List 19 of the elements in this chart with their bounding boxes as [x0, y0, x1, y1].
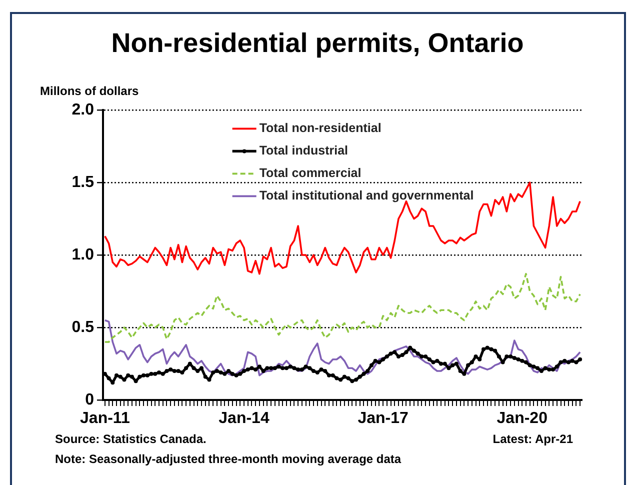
legend-label: Total non-residential: [259, 121, 382, 136]
legend-label: Total institutional and governmental: [259, 188, 474, 203]
chart-title: Non-residential permits, Ontario: [110, 28, 525, 59]
x-tick-label: Jan-14: [218, 410, 270, 428]
legend-label: Total commercial: [259, 166, 362, 180]
legend-label: Total industrial: [259, 144, 348, 158]
text: Note: Seasonally-adjusted three-month moving average data: [55, 452, 402, 466]
y-tick-label: 0.5: [72, 318, 94, 336]
y-axis-title: Millons of dollars: [40, 84, 139, 98]
y-tick-label: 1.0: [72, 246, 94, 264]
y-tick-label: 1.5: [72, 174, 94, 191]
source-note: Source: Statistics Canada.: [55, 432, 206, 446]
text: Latest: Apr-21: [492, 432, 573, 446]
y-tick-label: 2.0: [72, 101, 94, 118]
x-tick-label: Jan-17: [358, 410, 409, 428]
line-series: [104, 272, 581, 343]
x-tick-label: Jan-20: [496, 410, 548, 428]
y-tick-label: 0: [85, 391, 94, 408]
x-tick-label: Jan-11: [80, 410, 130, 428]
